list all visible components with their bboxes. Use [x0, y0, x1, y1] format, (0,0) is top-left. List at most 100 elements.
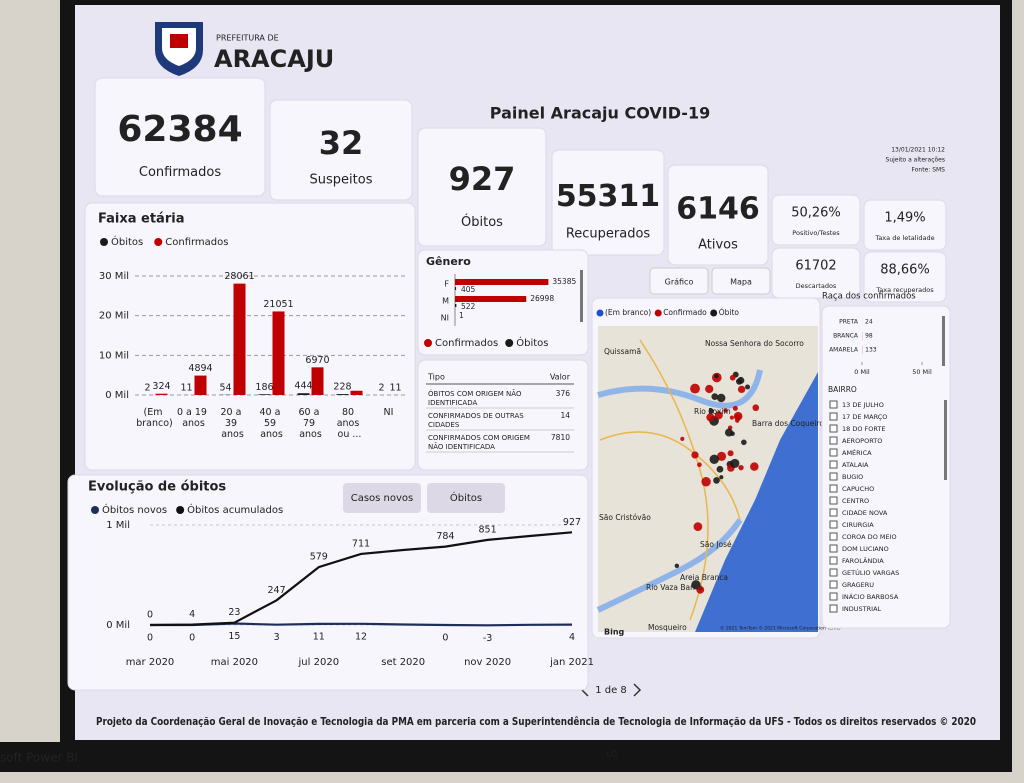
data-label: 1	[459, 311, 464, 320]
data-label: 11	[313, 631, 325, 642]
checkbox[interactable]	[829, 580, 838, 589]
checkbox[interactable]	[829, 436, 838, 445]
line	[149, 531, 573, 627]
map-point	[723, 408, 728, 413]
data-label: 444	[294, 381, 312, 392]
kpi-value: 88,66%	[880, 263, 930, 278]
kpi-value: 61702	[795, 259, 836, 274]
checkbox[interactable]	[829, 556, 838, 565]
map-point	[693, 522, 703, 531]
logo-cross	[170, 34, 188, 48]
table-cell: 7810	[551, 433, 570, 442]
table-cell: 376	[556, 389, 571, 398]
data-label: 4	[189, 609, 195, 620]
bezel-app: soft Power BI	[0, 751, 78, 765]
data-label: 12	[355, 631, 367, 642]
map-point	[735, 418, 740, 423]
checkbox[interactable]	[829, 448, 838, 457]
checkbox[interactable]	[829, 508, 838, 517]
view-button[interactable]	[711, 267, 771, 295]
panel	[863, 251, 947, 303]
footer-credit: Projeto da Coordenação Geral de Inovação…	[96, 716, 976, 728]
list-item: COROA DO MEIO	[842, 533, 897, 541]
list-item: FAROLÂNDIA	[842, 556, 884, 565]
legend-label: Óbito	[719, 308, 740, 317]
checkbox[interactable]	[829, 460, 838, 469]
kpi-value: 1,49%	[884, 211, 925, 226]
checkbox[interactable]	[829, 520, 838, 529]
map-place: São Cristóvão	[599, 513, 651, 522]
table-header: Tipo	[427, 373, 445, 382]
list-item: AMÉRICA	[842, 448, 872, 457]
bar	[233, 283, 246, 395]
data-label: 579	[310, 552, 328, 563]
checkbox[interactable]	[829, 412, 838, 421]
checkbox[interactable]	[829, 424, 838, 433]
data-label: 0	[147, 633, 153, 644]
legend-marker	[100, 238, 108, 246]
data-label: 324	[152, 381, 170, 392]
chart-title: Raça dos confirmados	[822, 292, 916, 302]
map-point	[735, 378, 743, 385]
y-tick-label: NI	[441, 314, 449, 323]
logo-top: PREFEITURA DE	[216, 34, 279, 43]
checkbox[interactable]	[829, 472, 838, 481]
scrollbar	[580, 270, 583, 322]
map-point	[716, 393, 726, 403]
checkbox[interactable]	[829, 484, 838, 493]
y-tick-label: M	[442, 297, 449, 306]
x-tick-label: mar 2020	[126, 657, 175, 668]
legend-label: Confirmados	[435, 338, 498, 349]
legend-marker	[176, 506, 185, 514]
map-point	[674, 563, 680, 569]
checkbox[interactable]	[829, 592, 838, 601]
data-label: 35385	[552, 277, 576, 286]
table-cell: CONFIRMADOS COM ORIGEM NÃO IDENTIFICADA	[428, 434, 532, 451]
table-cell: ÓBITOS COM ORIGEM NÃO IDENTIFICADA	[428, 389, 524, 407]
pager-next[interactable]	[633, 683, 642, 697]
list-item: 13 DE JULHO	[842, 401, 884, 409]
bar	[194, 375, 207, 395]
map-road	[599, 339, 741, 621]
checkbox[interactable]	[829, 604, 838, 613]
data-label: -3	[483, 633, 492, 644]
kpi-value: 55311	[556, 179, 660, 214]
map-provider: Bing	[604, 628, 625, 637]
map-point	[697, 462, 702, 468]
bezel-brand: LG	[607, 750, 618, 759]
x-tick-label: mai 2020	[211, 657, 258, 668]
map-point	[730, 458, 740, 468]
bar	[455, 287, 457, 290]
bar	[455, 279, 549, 285]
data-label: 133	[865, 347, 877, 354]
checkbox[interactable]	[829, 568, 838, 577]
x-tick-label: 0 a 19 anos	[177, 407, 210, 429]
map-point	[714, 411, 723, 420]
kpi-value: 6146	[676, 192, 760, 227]
view-button[interactable]	[649, 267, 709, 295]
data-label: 11	[180, 382, 192, 393]
data-label: 0	[442, 633, 448, 644]
map-river	[596, 369, 763, 613]
checkbox[interactable]	[829, 532, 838, 541]
checkbox[interactable]	[829, 544, 838, 553]
legend-label: Óbitos	[111, 235, 143, 248]
map-point	[713, 477, 720, 484]
checkbox[interactable]	[829, 400, 838, 409]
map-point	[729, 374, 736, 381]
bar	[272, 311, 285, 395]
legend-marker	[710, 309, 718, 317]
toggle-button[interactable]	[427, 483, 505, 513]
panel	[551, 149, 665, 256]
kpi-label: Taxa recuperados	[875, 286, 934, 294]
chart-title: Evolução de óbitos	[88, 480, 226, 495]
data-label: 3	[274, 632, 280, 643]
data-label: 2	[144, 382, 150, 393]
toggle-button[interactable]	[343, 483, 421, 513]
y-tick-label: BRANCA	[833, 333, 859, 340]
panel	[821, 305, 951, 629]
list-item: INDUSTRIAL	[842, 605, 882, 613]
bar	[155, 393, 168, 395]
checkbox[interactable]	[829, 496, 838, 505]
